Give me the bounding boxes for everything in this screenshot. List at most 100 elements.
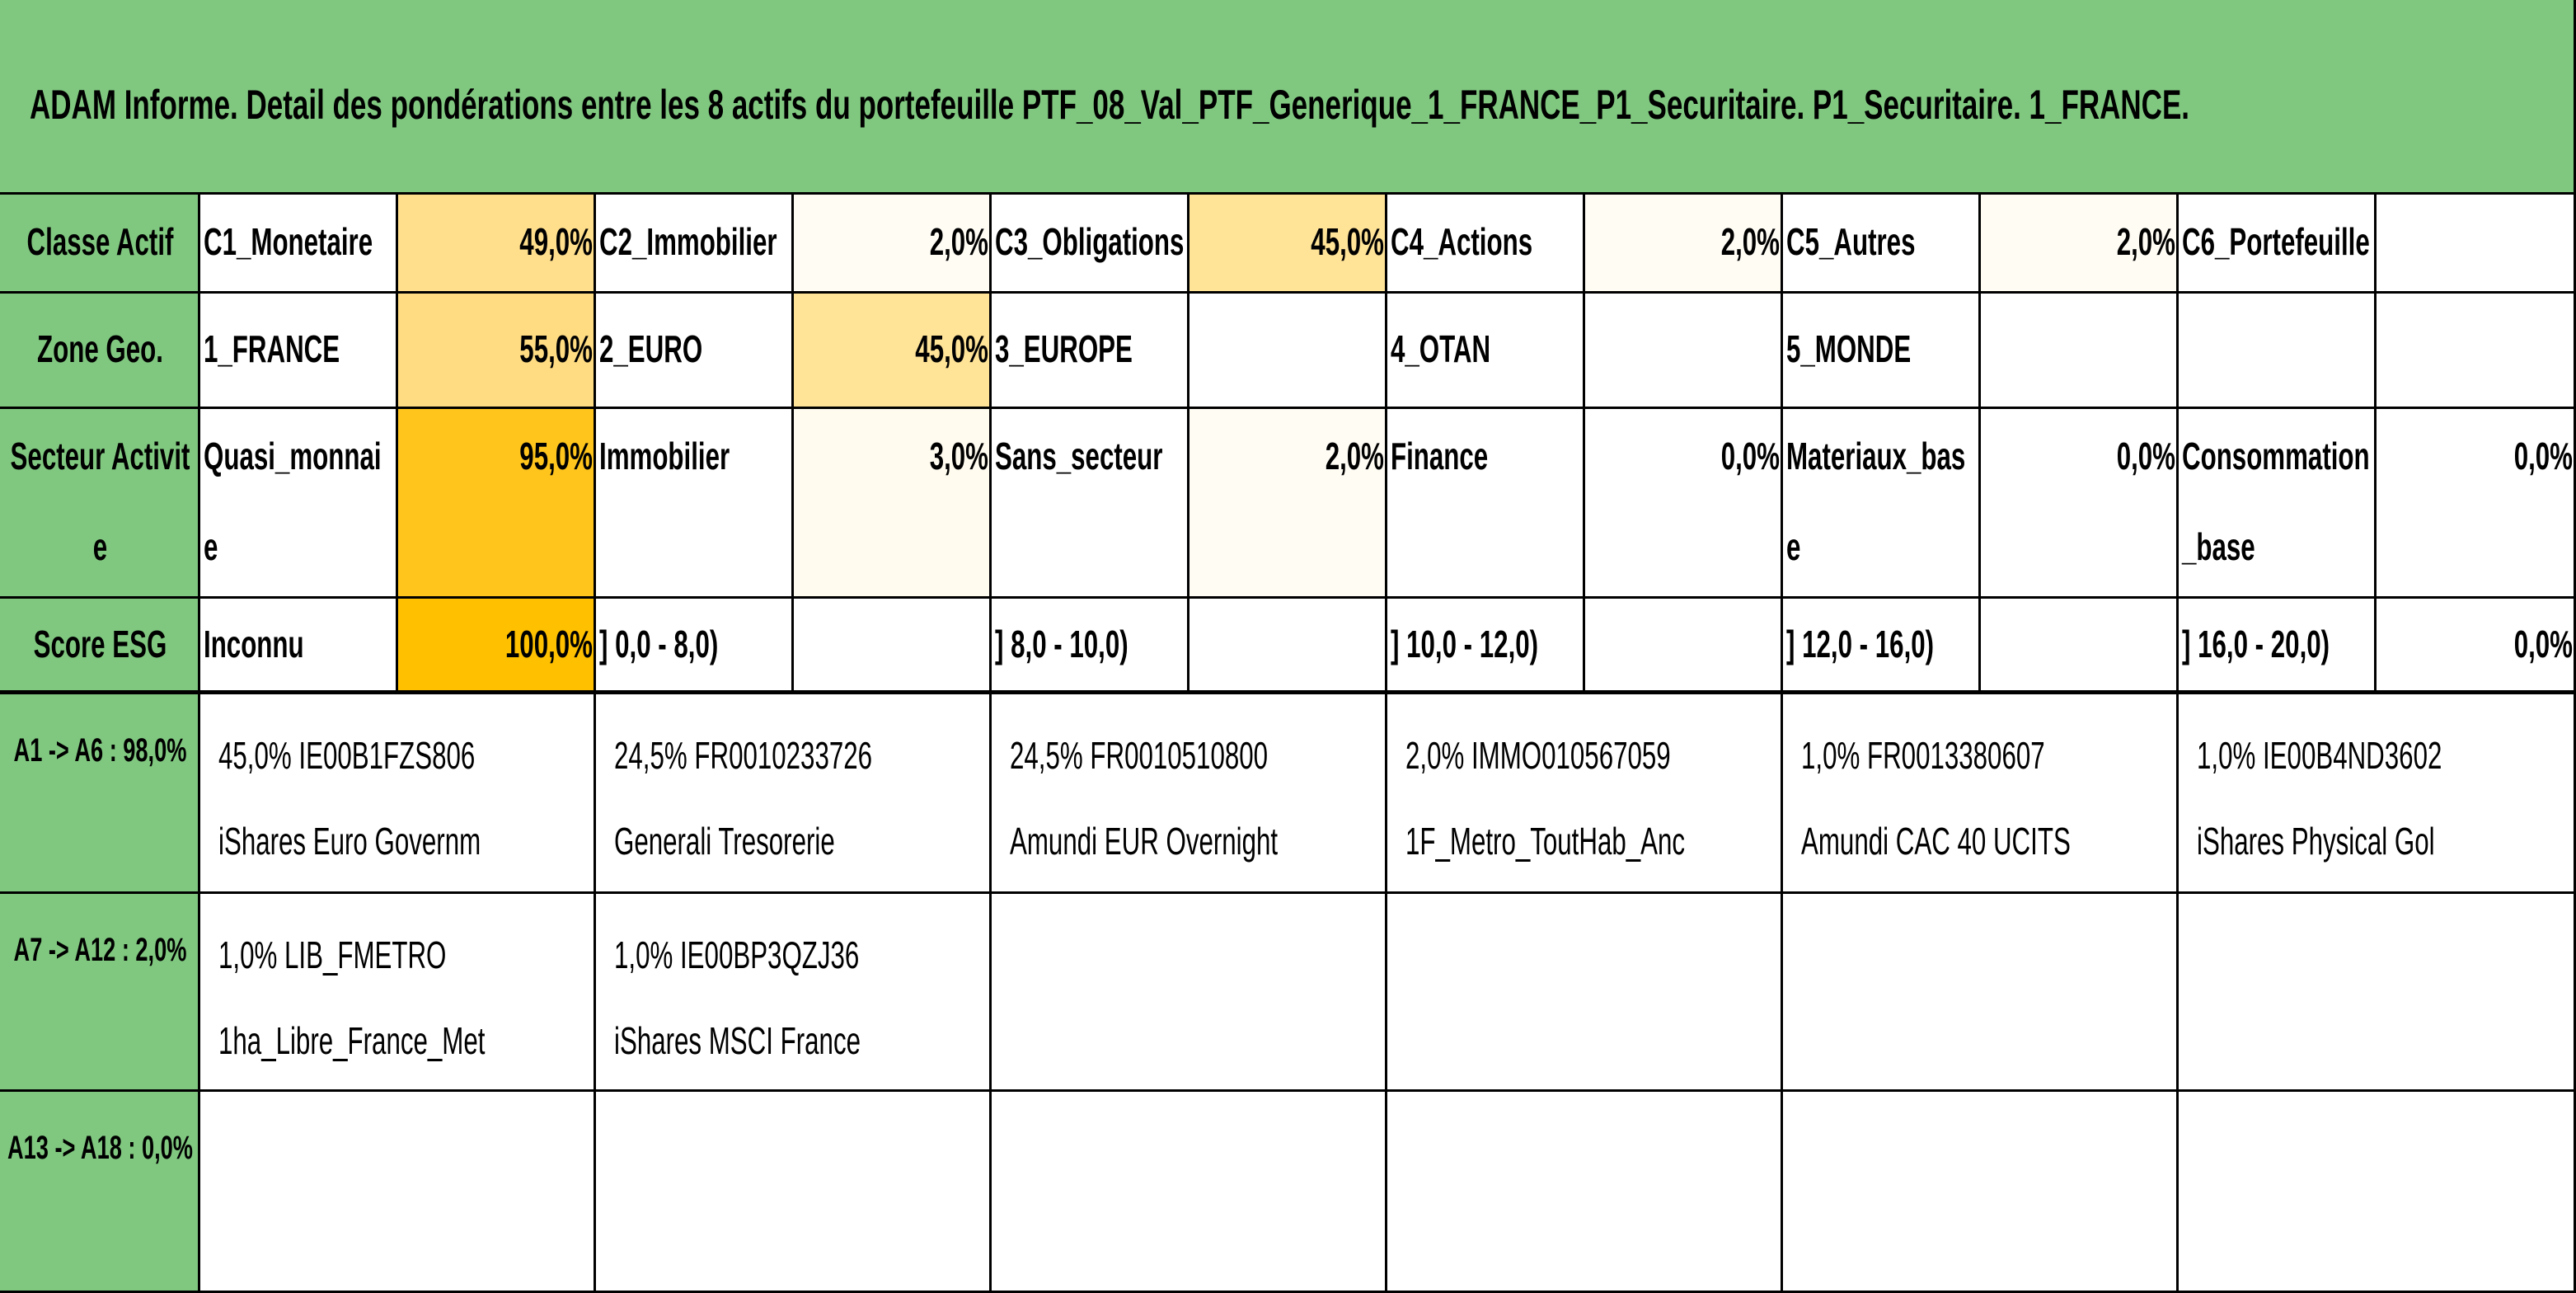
holding-cell: 1,0% IE00BP3QZJ36 iShares MSCI France — [596, 894, 992, 1092]
item-value: 2,0% — [2116, 220, 2175, 263]
item-value-cell: 0,0% — [2377, 409, 2576, 599]
holding-name: Generali Tresorerie — [614, 820, 835, 863]
item-name-cell — [2179, 294, 2377, 409]
item-name: 4_OTAN — [1391, 327, 1491, 370]
holding-cell: 1,0% IE00B4ND3602 iShares Physical Gol — [2179, 694, 2576, 894]
holding-name: iShares Euro Governm — [218, 820, 481, 863]
holding-code: 1,0% IE00B4ND3602 — [2197, 734, 2442, 777]
holding-label-cell: A7 -> A12 : 2,0% — [0, 894, 200, 1092]
holding-cell: 24,5% FR0010510800 Amundi EUR Overnight — [992, 694, 1387, 894]
holding-label-cell: A1 -> A6 : 98,0% — [0, 694, 200, 894]
item-value-cell: 2,0% — [794, 195, 992, 294]
holding-cell — [2179, 894, 2576, 1092]
item-value-cell: 45,0% — [1189, 195, 1387, 294]
holding-label: A7 -> A12 : 2,0% — [13, 932, 187, 968]
item-name-cell: 5_MONDE — [1783, 294, 1981, 409]
row-label: Score ESG — [33, 623, 167, 665]
item-name-cell: Sans_secteur — [992, 409, 1189, 599]
item-name: Finance — [1391, 435, 1489, 477]
holding-cell: 2,0% IMMO010567059 1F_Metro_ToutHab_Anc — [1387, 694, 1783, 894]
item-value-cell — [794, 599, 992, 694]
item-name: Sans_secteur — [995, 435, 1163, 477]
item-name-cell: Inconnu — [200, 599, 398, 694]
holding-label-cell: A13 -> A18 : 0,0% — [0, 1092, 200, 1293]
holding-cell: 1,0% LIB_FMETRO 1ha_Libre_France_Met — [200, 894, 596, 1092]
holding-code: 1,0% IE00BP3QZJ36 — [614, 933, 860, 976]
holding-cell — [596, 1092, 992, 1293]
holding-name: Amundi EUR Overnight — [1010, 820, 1279, 863]
item-value: 0,0% — [1720, 435, 1780, 477]
row-label: Secteur Activite — [10, 435, 190, 568]
holding-cell — [2179, 1092, 2576, 1293]
item-value: 45,0% — [1311, 220, 1384, 263]
item-name: C1_Monetaire — [204, 220, 373, 263]
holding-code: 2,0% IMMO010567059 — [1405, 734, 1671, 777]
holding-cell: 24,5% FR0010233726 Generali Tresorerie — [596, 694, 992, 894]
item-name-cell: Consommation_base — [2179, 409, 2377, 599]
item-name-cell: ] 0,0 - 8,0) — [596, 599, 794, 694]
item-name-cell: C5_Autres — [1783, 195, 1981, 294]
item-name: ] 0,0 - 8,0) — [599, 623, 719, 665]
item-value-cell — [1981, 294, 2179, 409]
item-value-cell: 49,0% — [398, 195, 596, 294]
item-value: 2,0% — [929, 220, 988, 263]
item-value-cell — [2377, 294, 2576, 409]
item-name: C4_Actions — [1391, 220, 1533, 263]
item-value: 95,0% — [519, 435, 593, 477]
item-name-cell: 1_FRANCE — [200, 294, 398, 409]
holding-label: A1 -> A6 : 98,0% — [13, 732, 187, 769]
item-value-cell — [1189, 599, 1387, 694]
item-value: 0,0% — [2116, 435, 2175, 477]
item-name: ] 8,0 - 10,0) — [995, 623, 1128, 665]
item-name-cell: 2_EURO — [596, 294, 794, 409]
item-value-cell — [1585, 294, 1783, 409]
holding-cell: 1,0% FR0013380607 Amundi CAC 40 UCITS — [1783, 694, 2179, 894]
item-name: 5_MONDE — [1786, 327, 1912, 370]
holding-code: 1,0% FR0013380607 — [1801, 734, 2045, 777]
title-band: ADAM Informe. Detail des pondérations en… — [0, 0, 2576, 195]
item-value: 45,0% — [915, 327, 988, 370]
holding-name: iShares MSCI France — [614, 1019, 861, 1062]
item-name: C2_Immobilier — [599, 220, 777, 263]
item-value-cell: 95,0% — [398, 409, 596, 599]
item-value: 2,0% — [1720, 220, 1780, 263]
item-name-cell: ] 8,0 - 10,0) — [992, 599, 1189, 694]
item-name: ] 16,0 - 20,0) — [2182, 623, 2330, 665]
holding-cell: 45,0% IE00B1FZS806 iShares Euro Governm — [200, 694, 596, 894]
title: ADAM Informe. Detail des pondérations en… — [30, 82, 2190, 128]
item-name: Consommation_base — [2182, 435, 2370, 568]
item-name-cell: Materiaux_base — [1783, 409, 1981, 599]
holding-code: 45,0% IE00B1FZS806 — [218, 734, 476, 777]
item-name-cell: ] 12,0 - 16,0) — [1783, 599, 1981, 694]
row-label: Zone Geo. — [37, 327, 163, 370]
item-value-cell: 2,0% — [1981, 195, 2179, 294]
item-value-cell — [1189, 294, 1387, 409]
item-name: ] 12,0 - 16,0) — [1786, 623, 1935, 665]
item-value: 3,0% — [929, 435, 988, 477]
item-value: 49,0% — [519, 220, 593, 263]
item-name-cell: Immobilier — [596, 409, 794, 599]
row-label-cell: Secteur Activite — [0, 409, 200, 599]
item-value-cell: 2,0% — [1585, 195, 1783, 294]
item-name: Materiaux_base — [1786, 435, 1966, 568]
item-name-cell: 3_EUROPE — [992, 294, 1189, 409]
item-value-cell: 100,0% — [398, 599, 596, 694]
item-name: 2_EURO — [599, 327, 703, 370]
item-name: ] 10,0 - 12,0) — [1391, 623, 1539, 665]
item-value-cell: 55,0% — [398, 294, 596, 409]
item-value-cell: 0,0% — [1981, 409, 2179, 599]
item-name: Quasi_monnaie — [204, 435, 382, 568]
row-label: Classe Actif — [26, 220, 174, 263]
holding-name: 1ha_Libre_France_Met — [218, 1019, 486, 1062]
item-name: 1_FRANCE — [204, 327, 340, 370]
item-value-cell: 2,0% — [1189, 409, 1387, 599]
holding-name: Amundi CAC 40 UCITS — [1801, 820, 2071, 863]
item-name: 3_EUROPE — [995, 327, 1133, 370]
holding-cell — [1387, 1092, 1783, 1293]
item-value-cell — [1585, 599, 1783, 694]
holding-cell — [200, 1092, 596, 1293]
item-value: 100,0% — [504, 623, 593, 665]
item-name-cell: C1_Monetaire — [200, 195, 398, 294]
holding-cell — [992, 894, 1387, 1092]
